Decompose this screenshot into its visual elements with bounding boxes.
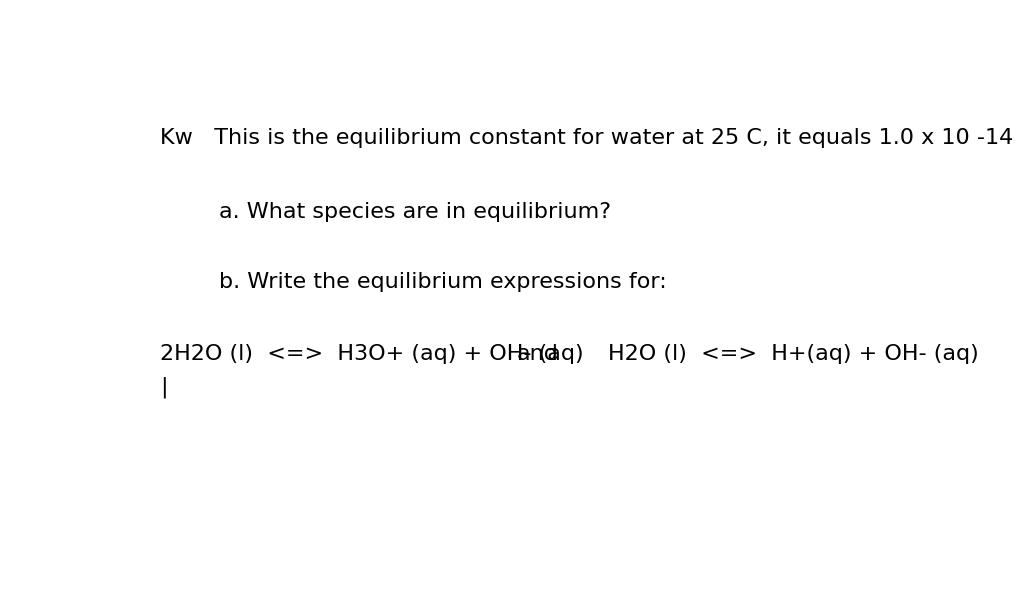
Text: H2O (l)  <=>  H+(aq) + OH- (aq): H2O (l) <=> H+(aq) + OH- (aq): [608, 344, 979, 364]
Text: and: and: [517, 344, 559, 364]
Text: a. What species are in equilibrium?: a. What species are in equilibrium?: [219, 203, 611, 223]
Text: 2H2O (l)  <=>  H3O+ (aq) + OH- (aq): 2H2O (l) <=> H3O+ (aq) + OH- (aq): [160, 344, 584, 364]
Text: b. Write the equilibrium expressions for:: b. Write the equilibrium expressions for…: [219, 272, 667, 292]
Text: Kw   This is the equilibrium constant for water at 25 C, it equals 1.0 x 10 -14: Kw This is the equilibrium constant for …: [160, 128, 1013, 148]
Text: |: |: [160, 376, 167, 398]
